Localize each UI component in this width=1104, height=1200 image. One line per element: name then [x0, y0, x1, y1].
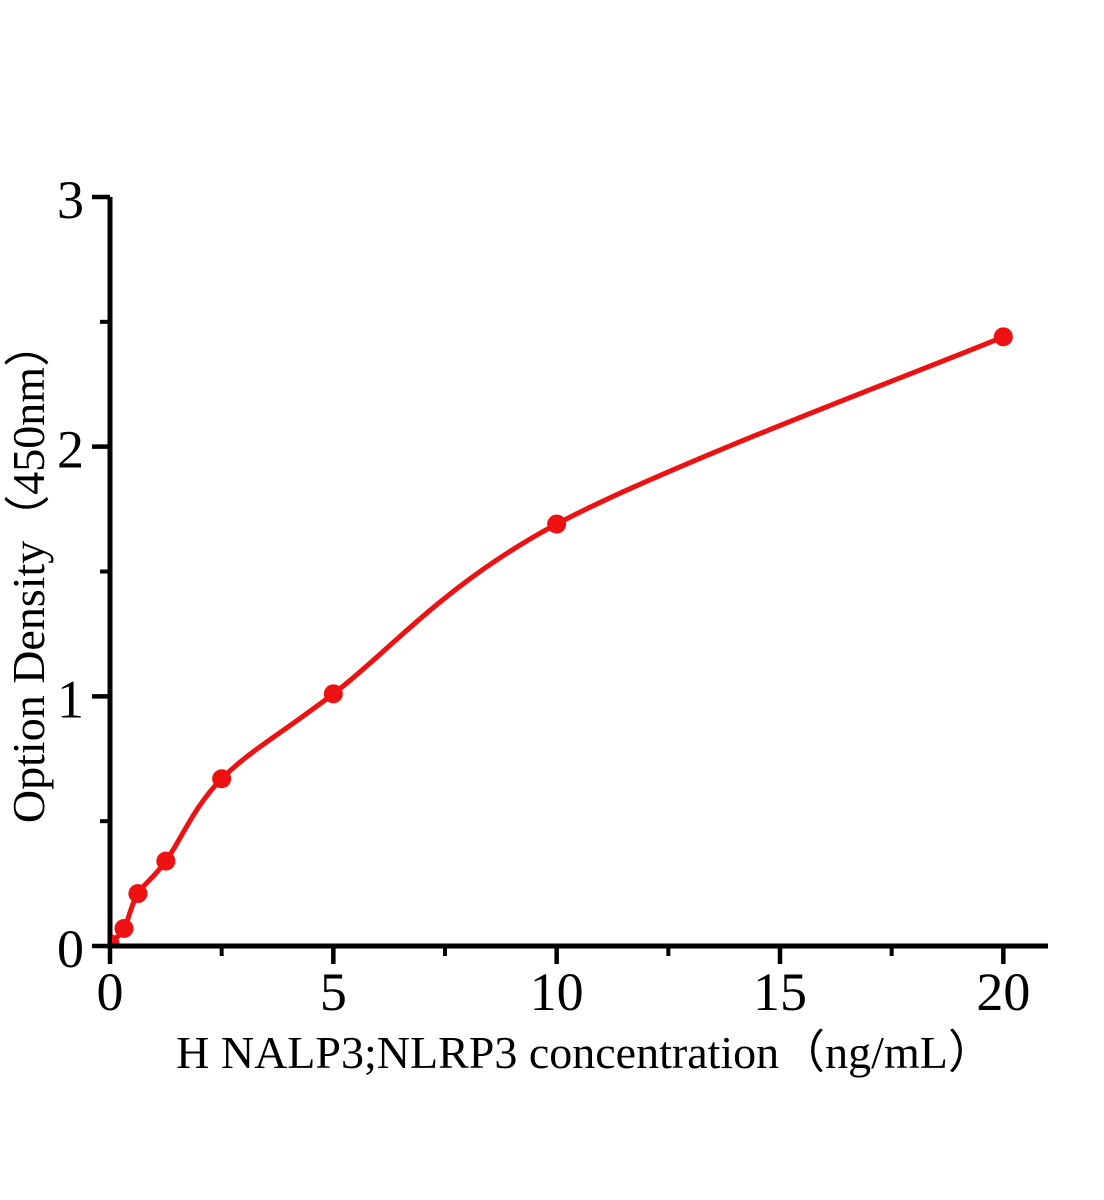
data-series [112, 327, 1013, 944]
data-point [112, 934, 120, 944]
tick-labels: 0 5 10 15 20 0 1 2 3 [57, 170, 1030, 1022]
data-point [114, 919, 134, 939]
y-axis-title: Option Density（450nm） [3, 321, 54, 823]
data-point [156, 851, 176, 871]
data-point [128, 884, 148, 904]
axes [92, 194, 1048, 964]
data-point [993, 327, 1013, 347]
y-tick-label: 2 [57, 420, 84, 480]
y-tick-label: 3 [57, 170, 84, 230]
x-tick-label: 0 [97, 962, 124, 1022]
x-tick-label: 20 [976, 962, 1030, 1022]
y-tick-label: 1 [57, 669, 84, 729]
data-point [547, 514, 567, 534]
x-tick-label: 15 [753, 962, 807, 1022]
data-point [212, 769, 232, 789]
x-tick-label: 10 [530, 962, 584, 1022]
y-tick-label: 0 [57, 919, 84, 979]
fit-curve [112, 334, 1006, 944]
x-tick-label: 5 [320, 962, 347, 1022]
data-point [323, 684, 343, 704]
x-axis-title: H NALP3;NLRP3 concentration（ng/mL） [176, 1027, 994, 1078]
